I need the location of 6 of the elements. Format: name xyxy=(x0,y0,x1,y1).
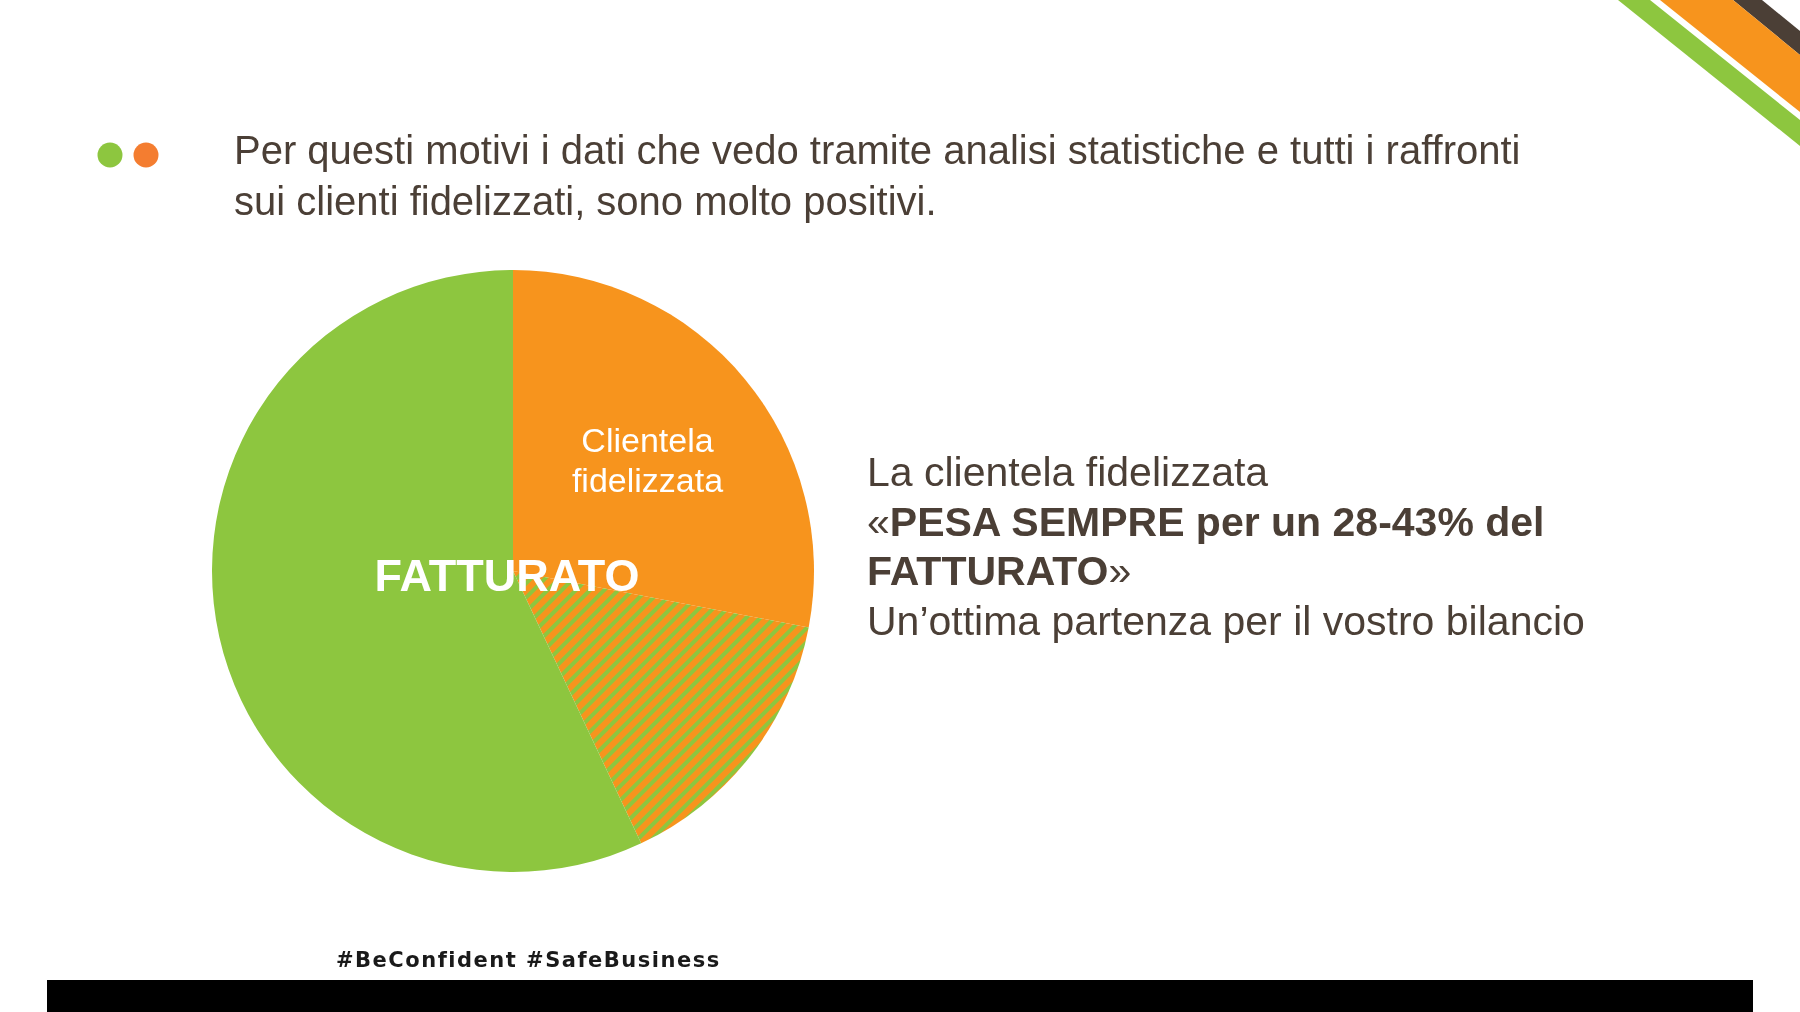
text: Un’ottima partenza per il vostro bilancio xyxy=(867,597,1585,644)
slice-label: Clientela fidelizzata xyxy=(571,420,724,499)
chart-title: Per questi motivi i dati che vedo tramite analisi statistiche e tutti i raffronti sui clienti fidelizzati, sono molto positivi. xyxy=(234,128,1521,223)
text: La clientela fidelizzata xyxy=(867,449,1269,495)
text: #BeConfident #SafeBusiness xyxy=(336,948,721,972)
text: «PESA SEMPRE per un 28-43% del FATTURATO» xyxy=(867,498,1545,595)
